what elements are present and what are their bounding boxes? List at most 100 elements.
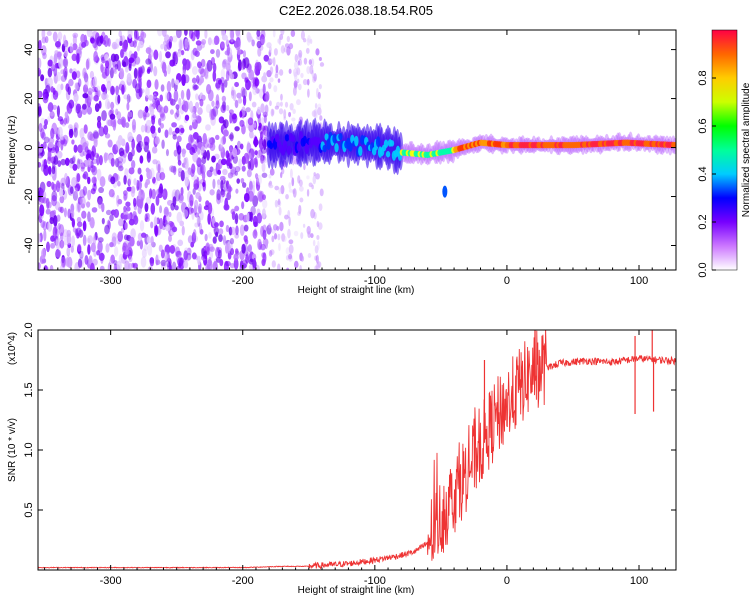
noise-cell — [270, 58, 274, 64]
noise-cell — [229, 237, 235, 245]
noise-cell — [74, 82, 79, 91]
x-tick-label: -200 — [232, 275, 254, 287]
noise-cell — [117, 231, 124, 243]
noise-cell — [298, 204, 302, 215]
noise-cell — [288, 111, 292, 118]
noise-cell — [189, 200, 194, 207]
noise-cell — [128, 57, 135, 64]
noise-cell — [110, 176, 116, 185]
noise-cell — [60, 133, 64, 141]
noise-cell — [233, 253, 239, 261]
noise-cell — [206, 59, 213, 72]
noise-cell — [177, 239, 184, 247]
noise-cell — [298, 179, 303, 187]
y-tick-label: 20 — [23, 92, 35, 104]
noise-cell — [228, 134, 234, 140]
noise-cell — [160, 111, 165, 119]
noise-cell — [256, 30, 261, 37]
noise-cell — [140, 30, 145, 40]
y-tick-label: 1.0 — [23, 442, 35, 457]
noise-cell — [223, 119, 229, 129]
noise-cell — [92, 234, 96, 247]
noise-cell — [227, 172, 234, 179]
noise-cell — [234, 205, 240, 212]
noise-cell — [199, 229, 204, 235]
noise-cell — [274, 185, 280, 191]
noise-cell — [71, 139, 75, 145]
noise-cell — [163, 69, 168, 77]
noise-cell — [117, 156, 123, 164]
noise-cell — [271, 235, 275, 243]
noise-cell — [182, 209, 189, 218]
noise-cell — [87, 244, 91, 255]
noise-cell — [313, 172, 316, 177]
noise-cell — [260, 36, 266, 45]
noise-cell — [97, 115, 102, 122]
noise-cell — [97, 195, 103, 205]
noise-cell — [44, 36, 49, 44]
noise-cell — [107, 37, 111, 47]
noise-cell — [260, 155, 264, 164]
noise-cell — [193, 179, 200, 191]
noise-cell — [113, 208, 120, 218]
noise-cell — [71, 179, 77, 187]
noise-cell — [192, 83, 198, 91]
noise-cell — [79, 250, 84, 259]
noise-cell — [265, 91, 270, 102]
noise-cell — [222, 129, 229, 137]
noise-cell — [127, 30, 133, 39]
noise-cell — [230, 208, 236, 215]
noise-cell — [181, 73, 186, 86]
noise-cell — [146, 151, 152, 163]
noise-cell — [195, 191, 201, 200]
noise-cell — [309, 64, 314, 75]
noise-cell — [181, 148, 186, 158]
noise-cell — [116, 111, 122, 120]
noise-cell — [164, 215, 170, 226]
noise-cell — [280, 45, 286, 54]
signal-core — [332, 133, 337, 144]
noise-cell — [239, 143, 244, 150]
noise-cell — [207, 202, 213, 215]
noise-cell — [302, 38, 307, 43]
noise-cell — [82, 173, 87, 179]
noise-cell — [191, 65, 198, 75]
noise-cell — [296, 78, 300, 84]
noise-cell — [278, 242, 281, 252]
noise-cell — [137, 167, 142, 175]
noise-cell — [314, 102, 318, 109]
noise-cell — [262, 111, 268, 118]
noise-cell — [306, 189, 310, 197]
snr-frame — [37, 329, 677, 571]
noise-cell — [109, 214, 114, 222]
noise-cell — [133, 178, 137, 186]
noise-cell — [71, 235, 76, 247]
colorbar-tick-label: 0.0 — [697, 262, 709, 277]
noise-cell — [172, 196, 177, 207]
noise-cell — [82, 103, 87, 110]
noise-cell — [108, 258, 113, 269]
noise-cell — [41, 30, 46, 39]
noise-cell — [256, 212, 263, 224]
noise-cell — [220, 68, 226, 79]
noise-cell — [245, 252, 250, 261]
noise-cell — [152, 176, 156, 184]
noise-cell — [87, 237, 91, 244]
noise-cell — [72, 154, 76, 162]
noise-cell — [288, 182, 292, 190]
noise-cell — [86, 106, 93, 115]
noise-cell — [112, 65, 117, 73]
noise-cell — [256, 40, 262, 49]
noise-cell — [169, 109, 174, 115]
noise-cell — [252, 229, 258, 239]
noise-cell — [131, 118, 137, 131]
noise-cell — [198, 66, 205, 75]
noise-cell — [164, 91, 170, 102]
noise-cell — [235, 30, 241, 37]
noise-cell — [82, 142, 89, 151]
noise-cell — [241, 106, 246, 117]
noise-cell — [204, 73, 209, 80]
noise-cell — [261, 252, 266, 258]
noise-cell — [160, 84, 165, 92]
y-tick-label: 0.5 — [23, 502, 35, 517]
